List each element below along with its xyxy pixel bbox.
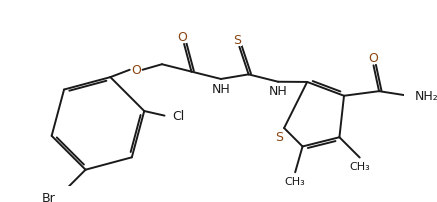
Text: NH₂: NH₂ [415, 90, 437, 103]
Text: Cl: Cl [172, 109, 184, 123]
Text: O: O [131, 64, 141, 77]
Text: Br: Br [42, 191, 55, 202]
Text: O: O [177, 31, 187, 44]
Text: NH: NH [269, 85, 288, 98]
Text: O: O [368, 52, 378, 65]
Text: CH₃: CH₃ [349, 161, 370, 171]
Text: CH₃: CH₃ [285, 176, 305, 186]
Text: NH: NH [212, 82, 230, 95]
Text: S: S [233, 34, 242, 47]
Text: S: S [275, 130, 284, 143]
